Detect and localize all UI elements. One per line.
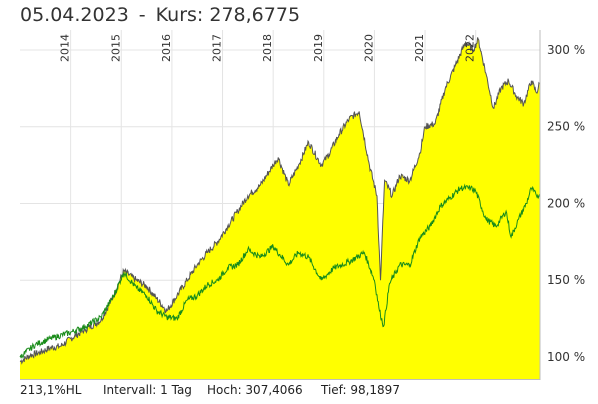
year-label-2022: 2022 <box>464 34 477 62</box>
benchmark-line <box>19 183 540 360</box>
header-price-value: 278,6775 <box>209 4 301 26</box>
y-label-200: 200 % <box>547 196 585 210</box>
year-label-2018: 2018 <box>261 34 274 62</box>
y-label-150: 150 % <box>547 273 585 287</box>
year-label-2014: 2014 <box>59 34 72 62</box>
header-date: 05.04.2023 <box>20 4 129 26</box>
footer-performance: 213,1%HL <box>20 383 82 397</box>
footer-interval: Intervall: 1 Tag <box>103 383 192 397</box>
y-label-250: 250 % <box>547 120 585 134</box>
x-axis-year-labels: 2014 2015 2016 2017 2018 2019 2020 2021 2022 <box>59 34 477 62</box>
header-separator: - <box>138 4 146 26</box>
y-label-100: 100 % <box>547 350 585 364</box>
year-label-2020: 2020 <box>362 34 375 62</box>
footer-low: Tief: 98,1897 <box>321 383 400 397</box>
y-label-300: 300 % <box>547 43 585 57</box>
year-label-2016: 2016 <box>160 34 173 62</box>
chart-header: 05.04.2023- Kurs: 278,6775 <box>20 4 300 26</box>
year-label-2015: 2015 <box>109 34 122 62</box>
chart-footer: 213,1%HL Intervall: 1 Tag Hoch: 307,4066… <box>0 380 598 404</box>
year-label-2021: 2021 <box>413 34 426 62</box>
header-price-label: Kurs: <box>155 4 204 26</box>
price-area <box>20 37 540 380</box>
y-axis-labels: 100 % 150 % 200 % 250 % 300 % <box>547 43 585 364</box>
footer-high: Hoch: 307,4066 <box>207 383 303 397</box>
year-label-2019: 2019 <box>312 34 325 62</box>
performance-chart[interactable]: 2014 2015 2016 2017 2018 2019 2020 2021 2022 100… <box>0 0 598 380</box>
year-label-2017: 2017 <box>211 34 224 62</box>
